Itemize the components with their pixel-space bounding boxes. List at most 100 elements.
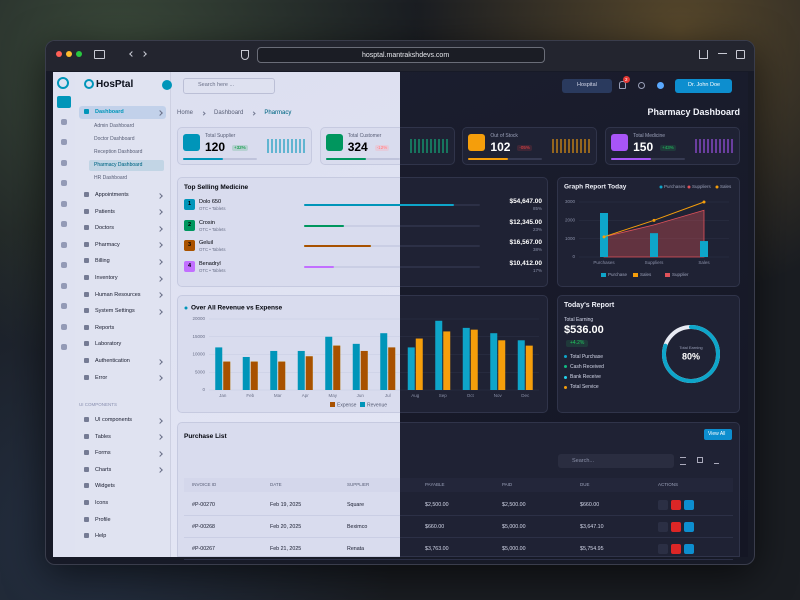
approve-button[interactable]	[684, 522, 694, 532]
graph-report-card	[557, 177, 740, 287]
submenu-item[interactable]: Pharmacy Dashboard	[94, 162, 143, 168]
menu-item[interactable]: Authentication	[95, 358, 130, 364]
y-tick-label: 1000	[565, 236, 576, 241]
nav-icon[interactable]	[61, 282, 67, 289]
submenu-item[interactable]: Reception Dashboard	[94, 149, 143, 155]
component-item[interactable]: Help	[95, 533, 107, 540]
sidebar-toggle[interactable]	[94, 50, 105, 59]
legend-label: Sales	[720, 184, 732, 189]
rank: 4	[188, 263, 192, 270]
submenu-item[interactable]: Doctor Dashboard	[94, 136, 135, 142]
table-search[interactable]	[558, 454, 674, 468]
nav-icon[interactable]	[61, 241, 67, 248]
menu-chevron	[157, 467, 163, 474]
tabs-button[interactable]	[736, 50, 745, 59]
delete-button[interactable]	[671, 522, 681, 532]
hospital-select[interactable]	[562, 79, 612, 93]
filter-button[interactable]	[680, 457, 686, 465]
menu-item[interactable]: Dashboard	[95, 109, 124, 115]
menu-item[interactable]: Patients	[95, 208, 115, 215]
columns-button[interactable]	[697, 457, 703, 463]
nav-icon[interactable]	[61, 139, 67, 145]
component-item[interactable]: Icons	[95, 500, 109, 506]
share-bar	[304, 224, 345, 227]
x-tick-label: Oct	[467, 393, 475, 398]
nav-icon[interactable]	[61, 262, 67, 268]
view-all-button[interactable]	[704, 429, 732, 440]
column-header: SUPPLIER	[347, 481, 370, 487]
user-button[interactable]	[675, 79, 732, 93]
minimize-button[interactable]	[66, 51, 72, 57]
close-button[interactable]	[56, 51, 62, 57]
component-icon	[84, 483, 89, 489]
column-header: INVOICE ID	[192, 481, 217, 487]
download-button[interactable]	[714, 457, 719, 464]
theme-button[interactable]	[657, 82, 664, 89]
component-item[interactable]: Widgets	[95, 483, 115, 490]
component-item[interactable]: UI components	[95, 417, 132, 423]
donut-arc	[662, 325, 720, 383]
bar	[600, 213, 608, 257]
nav-icon[interactable]	[61, 159, 67, 166]
report-dot	[564, 365, 567, 369]
bar	[435, 320, 443, 390]
shield-icon[interactable]	[241, 50, 249, 60]
menu-item[interactable]: Billing	[95, 258, 110, 265]
bar	[498, 340, 506, 390]
nav-icon[interactable]	[61, 200, 67, 207]
row-separator	[184, 559, 733, 560]
edit-button[interactable]	[658, 500, 668, 510]
submenu-item[interactable]: Admin Dashboard	[94, 123, 135, 129]
menu-item[interactable]: Pharmacy	[95, 241, 120, 248]
submenu-item[interactable]: HR Dashboard	[94, 175, 128, 181]
delete-button[interactable]	[671, 544, 681, 554]
donut-value: 80%	[682, 351, 700, 361]
component-item[interactable]: Tables	[95, 433, 111, 440]
nav-icon[interactable]	[61, 180, 67, 186]
edit-button[interactable]	[658, 522, 668, 532]
address-bar[interactable]	[257, 47, 545, 63]
menu-icon	[84, 241, 89, 247]
line-point	[602, 235, 606, 239]
component-item[interactable]: Profile	[95, 516, 111, 523]
share-button[interactable]	[699, 50, 708, 59]
bar	[407, 347, 415, 390]
menu-item[interactable]: System Settings	[95, 308, 135, 315]
edit-button[interactable]	[658, 544, 668, 554]
approve-button[interactable]	[684, 500, 694, 510]
nav-icon[interactable]	[61, 303, 67, 309]
bell-button[interactable]	[619, 81, 626, 89]
stat-icon	[325, 134, 343, 151]
row-separator	[184, 537, 733, 538]
medicine-share: 85%	[532, 206, 542, 211]
nav-icon[interactable]	[61, 118, 67, 125]
settings-button[interactable]	[638, 82, 645, 89]
menu-item[interactable]: Doctors	[95, 225, 114, 232]
component-item[interactable]: Charts	[95, 466, 112, 473]
column-header: DUE	[580, 481, 590, 487]
zoom-button[interactable]	[76, 51, 82, 57]
stat-progress	[325, 158, 366, 160]
menu-item[interactable]: Human Resources	[95, 291, 141, 298]
nav-icon[interactable]	[61, 323, 67, 330]
column-header: PAYABLE	[425, 481, 445, 487]
delete-button[interactable]	[671, 500, 681, 510]
menu-item[interactable]: Inventory	[95, 275, 118, 281]
menu-item[interactable]: Error	[95, 374, 108, 381]
cell: Feb 19, 2025	[270, 502, 302, 508]
nav-icon[interactable]	[61, 344, 67, 350]
nav-icon[interactable]	[61, 221, 67, 227]
medicine-name: Benadryl	[199, 261, 221, 268]
approve-button[interactable]	[684, 544, 694, 554]
bar	[443, 331, 451, 390]
todays-report-title: Today's Report	[564, 302, 615, 309]
stat-value: 150	[633, 140, 654, 154]
menu-item[interactable]: Reports	[95, 324, 115, 331]
component-icon	[84, 417, 89, 422]
new-tab-button[interactable]	[718, 53, 727, 54]
nav-icon[interactable]	[57, 96, 71, 108]
menu-item[interactable]: Laboratory	[95, 341, 122, 348]
component-item[interactable]: Forms	[95, 450, 111, 457]
menu-item[interactable]: Appointments	[95, 192, 129, 198]
